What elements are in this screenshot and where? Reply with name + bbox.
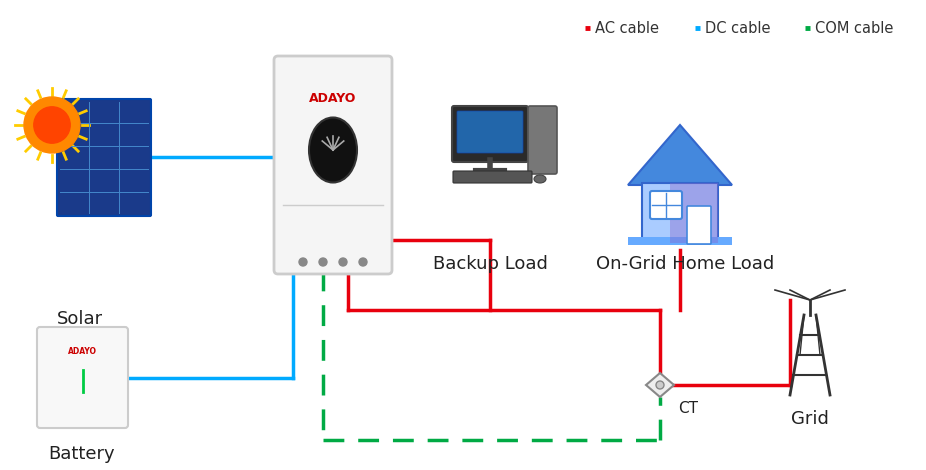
Circle shape — [24, 97, 80, 153]
FancyBboxPatch shape — [274, 56, 392, 274]
Circle shape — [656, 381, 664, 389]
Circle shape — [34, 107, 70, 143]
Ellipse shape — [534, 175, 546, 183]
Polygon shape — [628, 125, 732, 185]
Text: Backup Load: Backup Load — [432, 255, 547, 273]
FancyBboxPatch shape — [687, 206, 711, 244]
Text: Solar: Solar — [56, 310, 103, 328]
FancyBboxPatch shape — [628, 237, 732, 245]
Text: COM cable: COM cable — [815, 21, 894, 36]
Ellipse shape — [309, 118, 357, 182]
Circle shape — [319, 258, 327, 266]
Text: ADAYO: ADAYO — [309, 92, 357, 104]
FancyBboxPatch shape — [453, 171, 532, 183]
FancyBboxPatch shape — [642, 183, 718, 243]
Text: Battery: Battery — [49, 445, 116, 463]
FancyBboxPatch shape — [37, 327, 128, 428]
FancyBboxPatch shape — [57, 99, 151, 216]
Text: DC cable: DC cable — [705, 21, 770, 36]
Circle shape — [339, 258, 347, 266]
Text: AC cable: AC cable — [595, 21, 659, 36]
FancyBboxPatch shape — [650, 191, 682, 219]
Text: ADAYO: ADAYO — [68, 347, 97, 357]
Text: CT: CT — [678, 401, 698, 416]
Circle shape — [359, 258, 367, 266]
FancyBboxPatch shape — [670, 183, 718, 243]
FancyBboxPatch shape — [457, 111, 523, 153]
Polygon shape — [646, 373, 674, 397]
Text: Grid: Grid — [791, 410, 829, 428]
FancyBboxPatch shape — [452, 106, 528, 162]
Circle shape — [299, 258, 307, 266]
FancyBboxPatch shape — [528, 106, 557, 174]
Text: On-Grid Home Load: On-Grid Home Load — [595, 255, 774, 273]
